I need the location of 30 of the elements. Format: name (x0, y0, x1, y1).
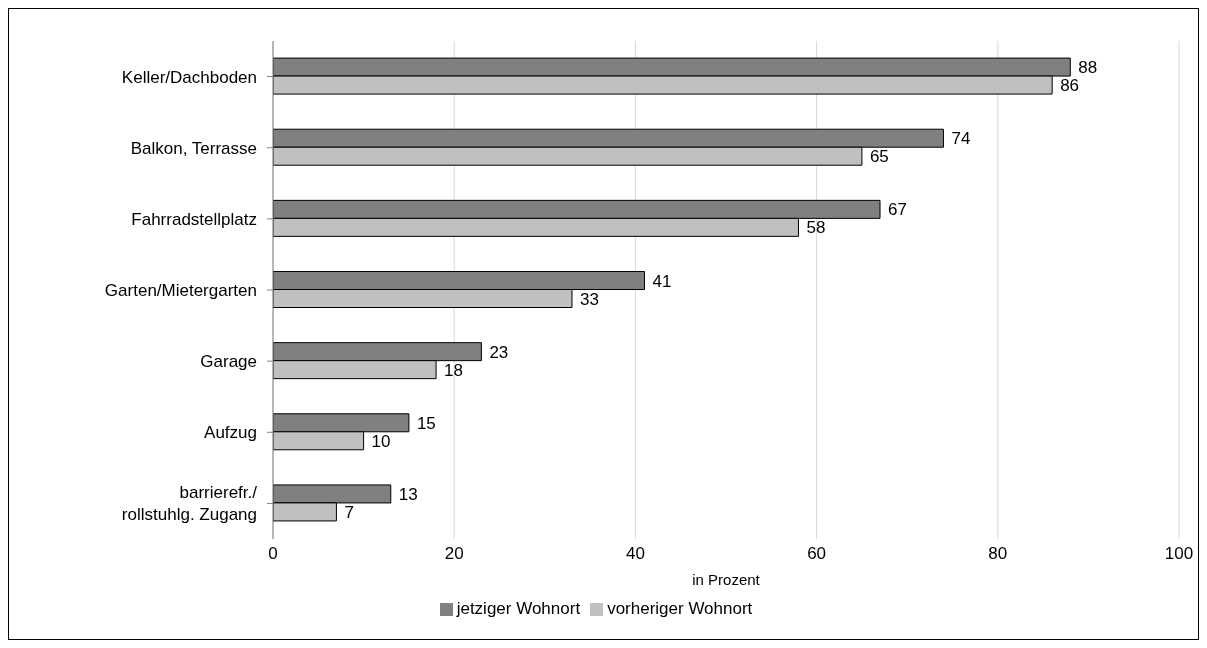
y-tick-label: Aufzug (204, 423, 257, 443)
y-tick-label: Keller/Dachboden (121, 67, 257, 87)
y-tick-label: Garage (200, 352, 257, 372)
x-tick-label: 0 (268, 544, 278, 564)
data-label: 7 (344, 502, 354, 522)
data-label: 33 (579, 289, 599, 309)
y-tick-label: Fahrradstellplatz (131, 209, 257, 229)
x-tick-label: 20 (444, 544, 464, 564)
data-label: 67 (888, 200, 907, 220)
legend-label: vorheriger Wohnort (607, 599, 753, 618)
y-tick-label: barrierefr./ rollstuhlg. Zugang (121, 483, 258, 525)
x-axis-title: in Prozent (692, 571, 761, 588)
data-label: 86 (1060, 76, 1080, 96)
data-label: 74 (951, 129, 971, 149)
y-tick-label: Balkon, Terrasse (130, 138, 257, 158)
data-label: 23 (489, 342, 509, 362)
y-tick-label: Garten/Mietergarten (104, 281, 257, 300)
data-label: 88 (1078, 58, 1098, 78)
data-label: 13 (398, 484, 418, 504)
data-label: 41 (652, 271, 672, 291)
data-label: 58 (806, 218, 826, 238)
x-tick-label: 60 (807, 544, 827, 564)
data-label: 65 (869, 147, 889, 167)
x-tick-label: 80 (988, 544, 1008, 564)
data-label: 10 (371, 431, 391, 451)
data-label: 15 (416, 413, 436, 433)
legend-label: jetziger Wohnort (456, 599, 581, 618)
data-label: 18 (444, 360, 463, 380)
x-tick-label: 100 (1164, 544, 1194, 564)
x-tick-label: 40 (625, 544, 645, 564)
